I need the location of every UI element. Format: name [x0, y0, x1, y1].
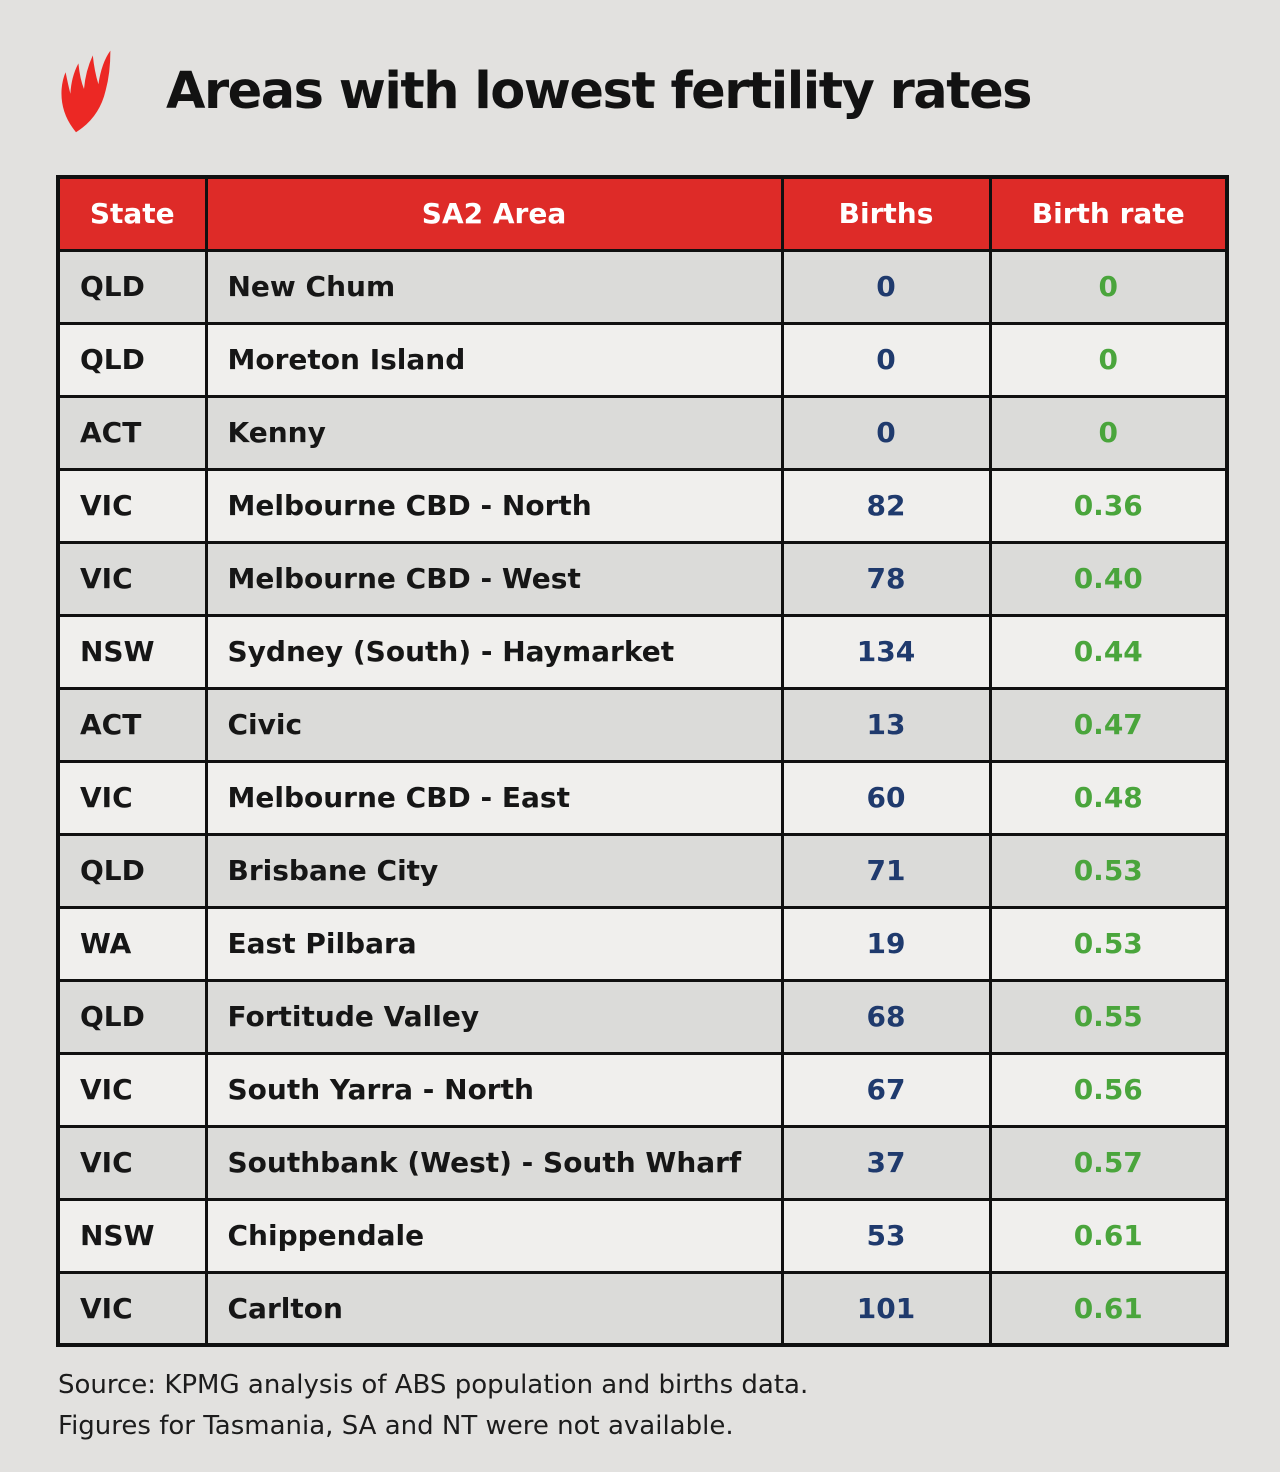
births-cell: 37 — [780, 1124, 992, 1201]
rate-cell: 0.57 — [988, 1124, 1229, 1201]
column-header-births: Births — [780, 175, 992, 252]
area-cell: Civic — [204, 686, 784, 763]
births-cell: 78 — [780, 540, 992, 617]
table-row: QLD Brisbane City 71 0.53 — [56, 832, 1229, 909]
state-cell: VIC — [56, 1051, 208, 1128]
births-cell: 19 — [780, 905, 992, 982]
rate-cell: 0.47 — [988, 686, 1229, 763]
table-header: State SA2 Area Births Birth rate — [56, 175, 1229, 252]
rate-cell: 0.61 — [988, 1270, 1229, 1347]
rate-cell: 0.61 — [988, 1197, 1229, 1274]
area-cell: Carlton — [204, 1270, 784, 1347]
table-header-row: State SA2 Area Births Birth rate — [56, 175, 1229, 252]
table-row: VIC Carlton 101 0.61 — [56, 1270, 1229, 1347]
state-cell: NSW — [56, 613, 208, 690]
state-cell: QLD — [56, 978, 208, 1055]
rate-cell: 0 — [988, 248, 1229, 325]
table-row: VIC Melbourne CBD - North 82 0.36 — [56, 467, 1229, 544]
area-cell: Southbank (West) - South Wharf — [204, 1124, 784, 1201]
births-cell: 0 — [780, 394, 992, 471]
births-cell: 60 — [780, 759, 992, 836]
area-cell: Fortitude Valley — [204, 978, 784, 1055]
table-row: VIC Southbank (West) - South Wharf 37 0.57 — [56, 1124, 1229, 1201]
state-cell: VIC — [56, 1124, 208, 1201]
rate-cell: 0.53 — [988, 905, 1229, 982]
area-cell: East Pilbara — [204, 905, 784, 982]
source-note: Source: KPMG analysis of ABS population … — [58, 1370, 809, 1400]
table-row: ACT Civic 13 0.47 — [56, 686, 1229, 763]
rate-cell: 0.56 — [988, 1051, 1229, 1128]
rate-cell: 0.55 — [988, 978, 1229, 1055]
area-cell: Melbourne CBD - North — [204, 467, 784, 544]
state-cell: ACT — [56, 686, 208, 763]
page-title: Areas with lowest fertility rates — [166, 61, 1033, 121]
area-cell: South Yarra - North — [204, 1051, 784, 1128]
area-cell: Chippendale — [204, 1197, 784, 1274]
footnote: Source: KPMG analysis of ABS population … — [58, 1365, 1280, 1447]
state-cell: ACT — [56, 394, 208, 471]
births-cell: 82 — [780, 467, 992, 544]
rate-cell: 0.48 — [988, 759, 1229, 836]
sbs-logo — [61, 50, 111, 133]
area-cell: Melbourne CBD - West — [204, 540, 784, 617]
state-cell: WA — [56, 905, 208, 982]
table-row: QLD Moreton Island 0 0 — [56, 321, 1229, 398]
table-row: NSW Sydney (South) - Haymarket 134 0.44 — [56, 613, 1229, 690]
births-cell: 0 — [780, 248, 992, 325]
rate-cell: 0.40 — [988, 540, 1229, 617]
rate-cell: 0 — [988, 394, 1229, 471]
table-row: WA East Pilbara 19 0.53 — [56, 905, 1229, 982]
state-cell: VIC — [56, 467, 208, 544]
table-row: QLD New Chum 0 0 — [56, 248, 1229, 325]
rate-cell: 0 — [988, 321, 1229, 398]
state-cell: QLD — [56, 321, 208, 398]
availability-note: Figures for Tasmania, SA and NT were not… — [58, 1411, 734, 1441]
table-row: QLD Fortitude Valley 68 0.55 — [56, 978, 1229, 1055]
column-header-sa2-area: SA2 Area — [204, 175, 784, 252]
table-row: VIC Melbourne CBD - West 78 0.40 — [56, 540, 1229, 617]
rate-cell: 0.44 — [988, 613, 1229, 690]
table-row: NSW Chippendale 53 0.61 — [56, 1197, 1229, 1274]
state-cell: NSW — [56, 1197, 208, 1274]
column-header-state: State — [56, 175, 208, 252]
births-cell: 13 — [780, 686, 992, 763]
area-cell: Kenny — [204, 394, 784, 471]
table-row: VIC South Yarra - North 67 0.56 — [56, 1051, 1229, 1128]
area-cell: Brisbane City — [204, 832, 784, 909]
state-cell: VIC — [56, 540, 208, 617]
column-header-birth-rate: Birth rate — [988, 175, 1229, 252]
births-cell: 67 — [780, 1051, 992, 1128]
births-cell: 101 — [780, 1270, 992, 1347]
births-cell: 53 — [780, 1197, 992, 1274]
fertility-rates-table: State SA2 Area Births Birth rate QLD New … — [56, 175, 1229, 1347]
births-cell: 134 — [780, 613, 992, 690]
births-cell: 71 — [780, 832, 992, 909]
rate-cell: 0.36 — [988, 467, 1229, 544]
table-body: QLD New Chum 0 0 QLD Moreton Island 0 0 ACT Kenny… — [56, 248, 1229, 1347]
area-cell: Moreton Island — [204, 321, 784, 398]
masthead: Areas with lowest fertility rates — [0, 0, 1280, 142]
area-cell: Sydney (South) - Haymarket — [204, 613, 784, 690]
rate-cell: 0.53 — [988, 832, 1229, 909]
state-cell: VIC — [56, 1270, 208, 1347]
state-cell: VIC — [56, 759, 208, 836]
births-cell: 68 — [780, 978, 992, 1055]
table-row: VIC Melbourne CBD - East 60 0.48 — [56, 759, 1229, 836]
state-cell: QLD — [56, 248, 208, 325]
state-cell: QLD — [56, 832, 208, 909]
births-cell: 0 — [780, 321, 992, 398]
area-cell: New Chum — [204, 248, 784, 325]
area-cell: Melbourne CBD - East — [204, 759, 784, 836]
table-row: ACT Kenny 0 0 — [56, 394, 1229, 471]
